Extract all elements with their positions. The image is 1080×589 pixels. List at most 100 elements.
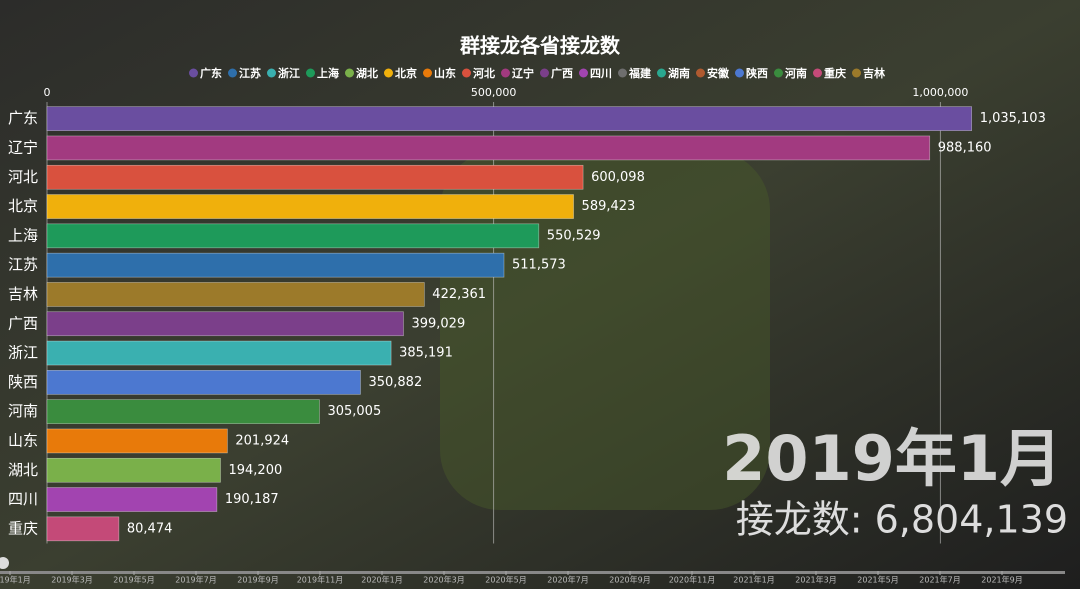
legend-marker [228, 68, 237, 78]
legend-label: 北京 [395, 66, 417, 80]
timeline-label: 2020年1月 [361, 575, 402, 585]
category-label: 重庆 [8, 519, 38, 537]
total-label: 接龙数: 6,804,139 [736, 498, 1068, 542]
bar [46, 164, 584, 190]
bar [46, 340, 392, 366]
legend-marker [735, 68, 744, 78]
bar [46, 457, 221, 483]
legend-marker [501, 68, 510, 78]
timeline-label: 2019年3月 [51, 575, 92, 585]
timeline-label: 2020年7月 [547, 575, 588, 585]
category-label: 山东 [8, 431, 38, 449]
category-label: 吉林 [8, 285, 38, 303]
bar [46, 399, 320, 424]
value-label: 190,187 [225, 492, 279, 507]
legend-label: 浙江 [278, 66, 300, 80]
legend-label: 湖北 [356, 66, 378, 80]
value-label: 80,474 [127, 521, 173, 536]
date-label: 2019年1月 [722, 422, 1062, 495]
x-tick-label: 500,000 [471, 86, 517, 99]
timeline-label: 2021年9月 [981, 575, 1022, 585]
chart-title: 群接龙各省接龙数 [459, 34, 621, 58]
timeline-track [0, 571, 1065, 574]
timeline-label: 2021年3月 [795, 575, 836, 585]
value-label: 600,098 [591, 170, 645, 185]
value-label: 1,035,103 [980, 111, 1046, 126]
timeline-label: 2019年1月 [0, 575, 31, 585]
timeline-label: 2021年7月 [919, 575, 960, 585]
legend-marker [774, 68, 783, 78]
legend-label: 广西 [551, 66, 573, 80]
timeline-handle[interactable] [0, 557, 9, 569]
legend-marker [696, 68, 705, 78]
legend-marker [462, 68, 471, 78]
value-label: 399,029 [411, 316, 465, 331]
timeline-label: 2021年5月 [857, 575, 898, 585]
value-label: 194,200 [228, 463, 282, 478]
timeline-label: 2019年5月 [113, 575, 154, 585]
legend-label: 河北 [473, 66, 495, 80]
legend-marker [579, 68, 588, 78]
category-label: 陕西 [8, 373, 38, 391]
legend-marker [540, 68, 549, 78]
category-label: 广西 [8, 314, 38, 332]
value-label: 988,160 [938, 140, 992, 155]
value-label: 350,882 [368, 375, 422, 390]
legend-label: 福建 [628, 66, 652, 80]
legend-label: 广东 [200, 66, 222, 80]
legend-label: 重庆 [824, 66, 846, 80]
value-label: 589,423 [582, 199, 636, 214]
value-label: 422,361 [432, 287, 486, 302]
category-label: 河北 [8, 168, 38, 186]
bar [46, 106, 972, 131]
timeline-label: 2019年9月 [237, 575, 278, 585]
legend-label: 辽宁 [512, 66, 534, 80]
category-label: 浙江 [8, 344, 38, 362]
legend-label: 四川 [590, 67, 612, 80]
value-label: 305,005 [327, 404, 381, 419]
legend-marker [423, 68, 432, 78]
category-label: 辽宁 [8, 138, 38, 156]
bar [46, 428, 228, 454]
legend-marker [657, 68, 666, 78]
bar [46, 516, 120, 542]
timeline-label: 2020年3月 [423, 575, 464, 585]
category-label: 广东 [8, 109, 38, 127]
category-label: 四川 [8, 490, 38, 508]
value-label: 385,191 [399, 346, 453, 361]
legend-marker [618, 68, 627, 78]
legend-marker [384, 68, 393, 78]
legend-label: 上海 [317, 66, 339, 80]
category-label: 河南 [8, 402, 38, 420]
timeline-label: 2020年11月 [669, 575, 716, 585]
value-label: 550,529 [547, 228, 601, 243]
legend-marker [267, 68, 276, 78]
category-label: 湖北 [8, 461, 38, 479]
bar [46, 311, 404, 337]
category-label: 江苏 [8, 256, 38, 274]
x-tick-label: 0 [44, 86, 51, 99]
legend-marker [189, 68, 198, 78]
legend-marker [813, 68, 822, 78]
legend-label: 陕西 [746, 66, 768, 80]
legend-label: 山东 [434, 66, 456, 80]
timeline-label: 2019年11月 [297, 575, 344, 585]
bar [46, 135, 931, 161]
legend-marker [306, 68, 315, 78]
timeline-label: 2020年5月 [485, 575, 526, 585]
bar [46, 487, 218, 512]
bar [46, 252, 505, 278]
legend-label: 湖南 [668, 66, 690, 80]
legend-marker [345, 68, 354, 78]
bar [46, 194, 574, 219]
value-label: 201,924 [235, 433, 289, 448]
bar [46, 370, 361, 395]
legend-label: 江苏 [239, 66, 261, 80]
x-tick-label: 1,000,000 [912, 86, 968, 99]
timeline-label: 2020年9月 [609, 575, 650, 585]
category-label: 上海 [8, 226, 38, 244]
value-label: 511,573 [512, 258, 566, 273]
timeline-label: 2021年1月 [733, 575, 774, 585]
legend-label: 吉林 [863, 66, 885, 80]
